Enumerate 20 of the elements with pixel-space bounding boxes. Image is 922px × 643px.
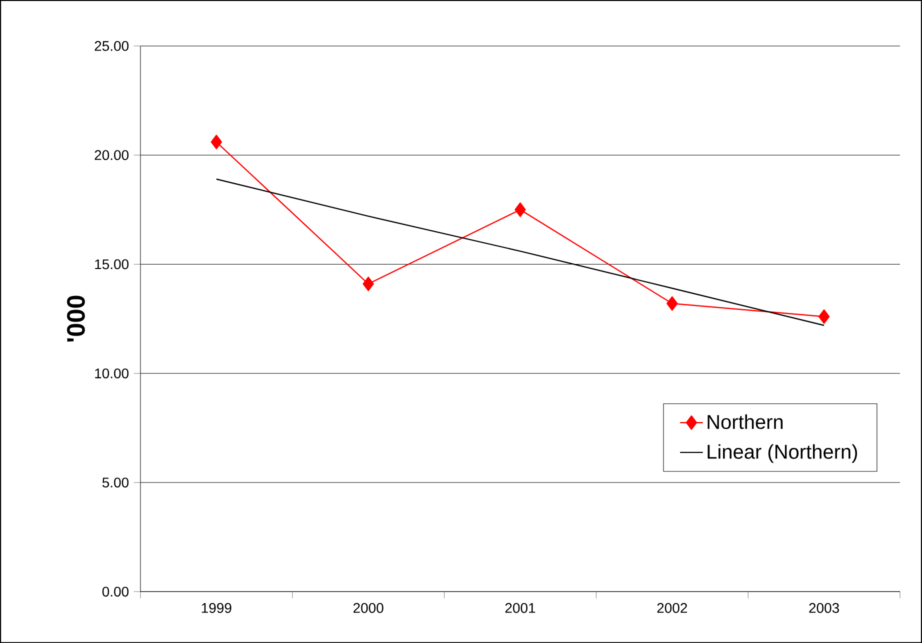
y-tick-label: 20.00	[94, 150, 129, 160]
point	[362, 276, 374, 292]
x-tick-label: 2000	[353, 602, 384, 613]
y-tick-label: 15.00	[95, 259, 129, 270]
point	[514, 202, 526, 217]
legend-label: Linear (Northern)	[708, 444, 858, 463]
point	[818, 309, 830, 324]
point	[210, 134, 222, 150]
y-axis-title: '000	[66, 296, 85, 342]
y-tick-label: 0.00	[102, 586, 129, 597]
y-tick-label: 25.00	[94, 40, 129, 51]
y-tick-label: 10.00	[95, 368, 129, 378]
x-tick-label: 2003	[809, 602, 839, 613]
x-tick-label: 2002	[657, 602, 687, 613]
x-tick-label: 1999	[202, 602, 232, 613]
legend-label: Northern	[708, 414, 783, 429]
y-tick-label: 5.00	[102, 477, 129, 488]
x-tick-label: 2001	[505, 602, 536, 613]
point	[666, 296, 678, 311]
line-series	[216, 178, 825, 326]
